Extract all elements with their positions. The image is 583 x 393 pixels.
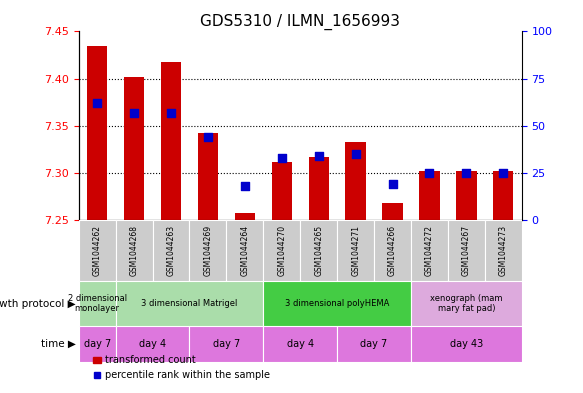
FancyBboxPatch shape (264, 281, 411, 326)
FancyBboxPatch shape (374, 220, 411, 281)
FancyBboxPatch shape (411, 220, 448, 281)
Legend: transformed count, percentile rank within the sample: transformed count, percentile rank withi… (89, 352, 274, 384)
Bar (198, 133, 218, 220)
Point (498, 170, 508, 176)
Bar (272, 162, 292, 220)
Text: xenograph (mam
mary fat pad): xenograph (mam mary fat pad) (430, 294, 503, 313)
Point (166, 109, 175, 116)
FancyBboxPatch shape (153, 220, 189, 281)
Bar (419, 171, 440, 220)
Bar (124, 77, 144, 220)
Text: day 7: day 7 (360, 339, 388, 349)
Text: GSM1044264: GSM1044264 (240, 225, 250, 276)
Text: 3 dimensional Matrigel: 3 dimensional Matrigel (141, 299, 238, 308)
FancyBboxPatch shape (115, 281, 264, 326)
Text: time ▶: time ▶ (41, 339, 76, 349)
Title: GDS5310 / ILMN_1656993: GDS5310 / ILMN_1656993 (200, 14, 401, 30)
FancyBboxPatch shape (300, 220, 337, 281)
Point (388, 181, 397, 187)
Text: GSM1044270: GSM1044270 (278, 225, 286, 276)
Text: day 7: day 7 (213, 339, 240, 349)
Text: growth protocol ▶: growth protocol ▶ (0, 299, 76, 309)
Point (240, 183, 250, 189)
Point (203, 134, 213, 140)
FancyBboxPatch shape (115, 326, 189, 362)
FancyBboxPatch shape (189, 326, 264, 362)
Bar (235, 213, 255, 220)
Text: GSM1044263: GSM1044263 (167, 225, 175, 276)
FancyBboxPatch shape (79, 281, 115, 326)
Bar (382, 203, 403, 220)
Text: day 4: day 4 (139, 339, 166, 349)
FancyBboxPatch shape (226, 220, 264, 281)
Text: 3 dimensional polyHEMA: 3 dimensional polyHEMA (285, 299, 389, 308)
FancyBboxPatch shape (448, 220, 485, 281)
FancyBboxPatch shape (264, 220, 300, 281)
FancyBboxPatch shape (115, 220, 153, 281)
Text: GSM1044262: GSM1044262 (93, 225, 101, 276)
Text: day 4: day 4 (287, 339, 314, 349)
Text: GSM1044265: GSM1044265 (314, 225, 323, 276)
Text: 2 dimensional
monolayer: 2 dimensional monolayer (68, 294, 127, 313)
Bar (87, 46, 107, 220)
FancyBboxPatch shape (189, 220, 226, 281)
Bar (308, 157, 329, 220)
Text: day 43: day 43 (449, 339, 483, 349)
Point (277, 155, 286, 161)
FancyBboxPatch shape (485, 220, 522, 281)
Bar (161, 62, 181, 220)
FancyBboxPatch shape (411, 281, 522, 326)
Text: GSM1044271: GSM1044271 (351, 225, 360, 276)
Text: GSM1044266: GSM1044266 (388, 225, 397, 276)
FancyBboxPatch shape (79, 326, 115, 362)
Point (425, 170, 434, 176)
FancyBboxPatch shape (264, 326, 337, 362)
FancyBboxPatch shape (411, 326, 522, 362)
Text: GSM1044269: GSM1044269 (203, 225, 212, 276)
FancyBboxPatch shape (337, 326, 411, 362)
Bar (493, 171, 514, 220)
Text: GSM1044268: GSM1044268 (129, 225, 139, 276)
Text: GSM1044273: GSM1044273 (499, 225, 508, 276)
Point (129, 109, 139, 116)
FancyBboxPatch shape (79, 220, 115, 281)
Text: GSM1044272: GSM1044272 (425, 225, 434, 276)
Point (462, 170, 471, 176)
Point (351, 151, 360, 157)
Text: day 7: day 7 (83, 339, 111, 349)
Text: GSM1044267: GSM1044267 (462, 225, 471, 276)
Point (314, 153, 324, 159)
Bar (456, 171, 476, 220)
Point (93, 100, 102, 106)
FancyBboxPatch shape (337, 220, 374, 281)
Bar (346, 142, 366, 220)
